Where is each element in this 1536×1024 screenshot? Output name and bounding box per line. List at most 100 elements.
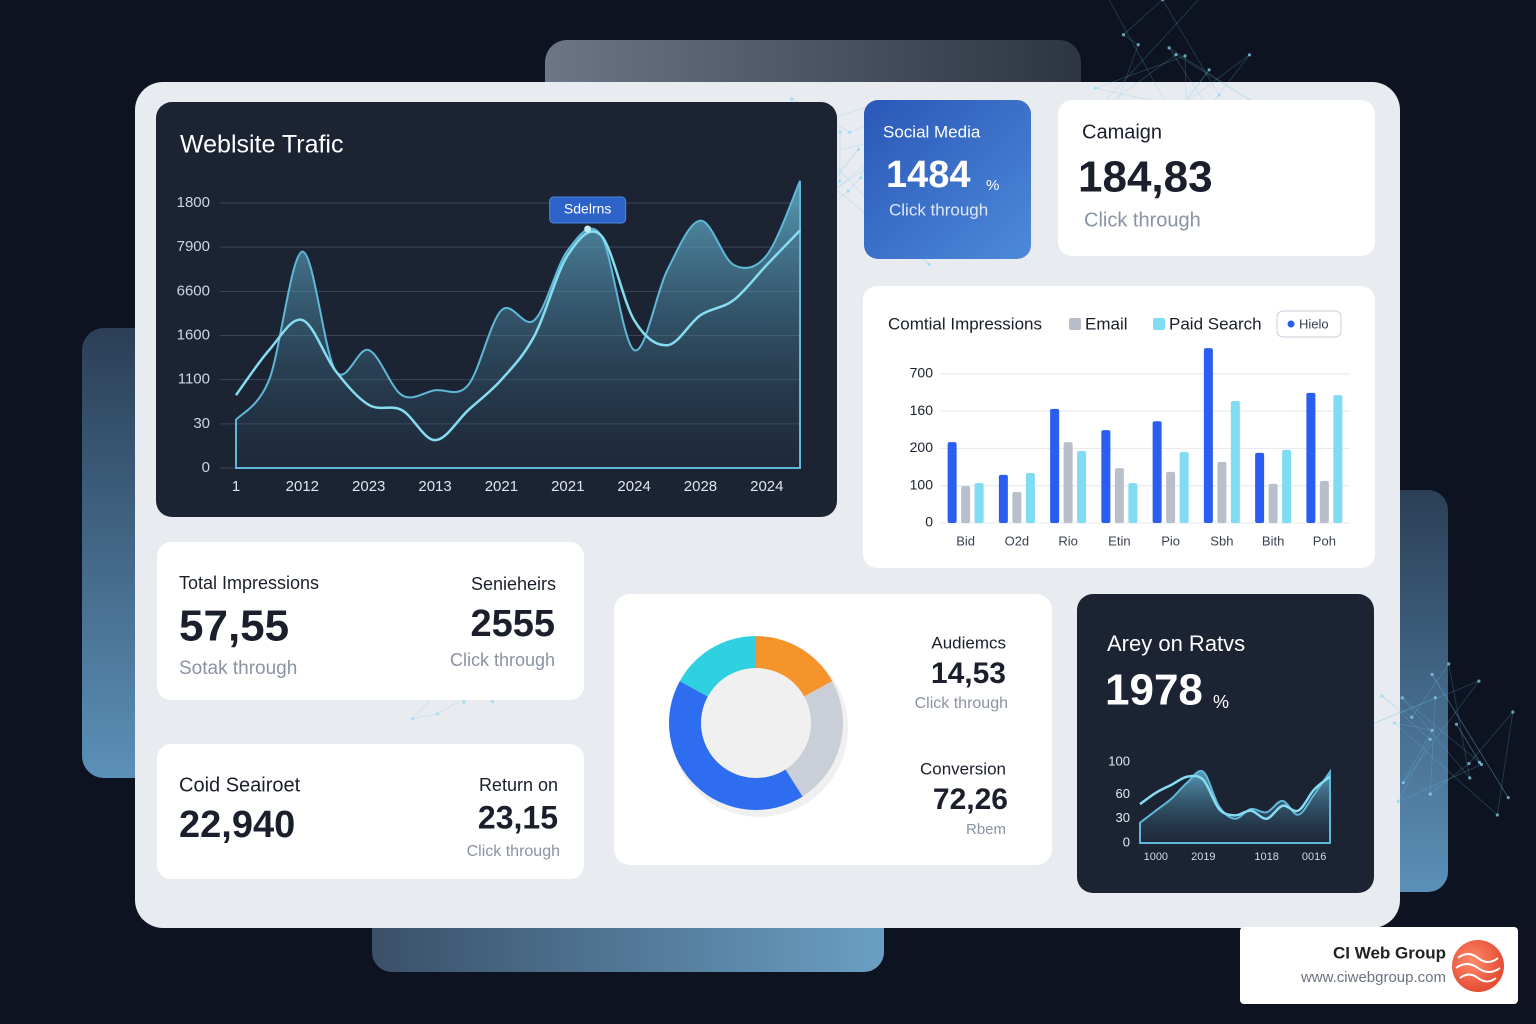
kpi-value: 2555 — [470, 603, 555, 645]
network-node — [1161, 0, 1165, 2]
network-node — [1380, 694, 1384, 698]
area-fill — [235, 180, 801, 469]
bar — [1025, 473, 1035, 523]
kpi-value: 14,53 — [931, 657, 1006, 690]
x-tick-label: 2023 — [352, 478, 385, 495]
bar — [1319, 480, 1329, 523]
network-link — [1448, 663, 1471, 779]
legend-label: Paid Search — [1169, 314, 1262, 333]
network-link — [1175, 54, 1254, 103]
donut-segment — [679, 636, 756, 697]
network-node — [846, 189, 850, 193]
network-link — [1091, 0, 1199, 117]
network-link — [1123, 34, 1139, 46]
network-link — [1401, 697, 1480, 763]
x-tick-label: 2013 — [418, 478, 451, 495]
kpi-sub: Click through — [1084, 209, 1201, 231]
network-link — [1381, 695, 1431, 740]
network-link — [1456, 724, 1480, 763]
network-node — [1167, 46, 1171, 50]
network-node — [462, 700, 466, 704]
line — [1139, 774, 1331, 820]
bar — [1128, 483, 1138, 523]
donut-segment — [668, 681, 803, 810]
network-node — [435, 712, 439, 716]
legend-swatch — [1153, 318, 1165, 330]
bar — [998, 474, 1008, 523]
legend-pill[interactable] — [1276, 310, 1342, 338]
bar — [1012, 492, 1022, 523]
bar — [1114, 468, 1124, 523]
impressions-card — [157, 542, 584, 700]
kpi-sub: Click through — [915, 695, 1008, 712]
network-link — [1398, 764, 1482, 802]
network-link — [1367, 697, 1436, 727]
network-link — [847, 177, 862, 192]
legend-label: Hielo — [1299, 316, 1329, 331]
network-link — [1411, 663, 1450, 718]
card-title: Senieheirs — [471, 574, 556, 594]
network-node — [838, 179, 842, 183]
network-link — [1468, 711, 1514, 764]
x-tick-label: 2028 — [684, 478, 717, 495]
network-node — [1428, 792, 1432, 796]
network-link — [1108, 0, 1172, 114]
y-tick-label: 1800 — [177, 194, 210, 211]
x-tick-label: 1018 — [1254, 851, 1278, 863]
area-fill — [1139, 768, 1331, 844]
legend-swatch — [1069, 318, 1081, 330]
brand-name: CI Web Group — [1333, 943, 1446, 962]
kpi-value: 57,55 — [179, 602, 289, 651]
network-node — [1392, 721, 1397, 725]
network-node — [790, 97, 794, 101]
card-title: Conversion — [920, 759, 1006, 778]
legend-dot — [1287, 320, 1295, 328]
kpi-unit: % — [1213, 692, 1229, 712]
x-tick-label: Bith — [1262, 533, 1284, 548]
x-tick-label: Poh — [1313, 533, 1336, 548]
network-node — [1247, 53, 1252, 57]
network-node — [1495, 813, 1499, 817]
y-tick-label: 1100 — [178, 371, 210, 388]
network-link — [1431, 674, 1509, 798]
x-tick-label: Etin — [1108, 533, 1130, 548]
legend-label: Email — [1085, 314, 1128, 333]
donut-segment — [756, 636, 833, 697]
network-node — [1207, 68, 1211, 72]
network-node — [410, 717, 415, 721]
network-node — [1401, 781, 1405, 785]
network-node — [1174, 53, 1178, 57]
network-node — [848, 130, 852, 134]
x-tick-label: 1000 — [1144, 851, 1168, 863]
network-link — [1394, 722, 1498, 816]
network-node — [856, 147, 861, 152]
kpi-value: 23,15 — [478, 799, 558, 835]
y-tick-label: 100 — [1108, 753, 1130, 768]
y-tick-label: 700 — [910, 365, 934, 381]
kpi-value: 22,940 — [179, 804, 295, 846]
bar — [1268, 483, 1278, 523]
y-tick-label: 0 — [202, 459, 210, 476]
kpi-value: 1484 — [886, 154, 971, 196]
network-link — [1402, 680, 1480, 783]
network-link — [412, 713, 438, 720]
bar — [1217, 461, 1227, 523]
kpi-sub: Click through — [450, 650, 555, 670]
cost-card — [157, 744, 584, 879]
network-node — [1183, 54, 1187, 58]
network-node — [1467, 761, 1471, 766]
network-node — [838, 130, 842, 134]
network-link — [1496, 711, 1514, 815]
line — [234, 229, 801, 442]
brand-logo-lines — [1455, 953, 1501, 983]
card-title: Coid Seairoet — [179, 774, 301, 796]
y-tick-label: 200 — [910, 439, 934, 455]
kpi-unit: % — [986, 177, 999, 194]
x-tick-label: Rio — [1058, 533, 1078, 548]
y-tick-label: 6600 — [177, 282, 210, 299]
network-link — [1367, 680, 1480, 727]
network-node — [1454, 722, 1459, 726]
network-node — [1433, 696, 1437, 700]
